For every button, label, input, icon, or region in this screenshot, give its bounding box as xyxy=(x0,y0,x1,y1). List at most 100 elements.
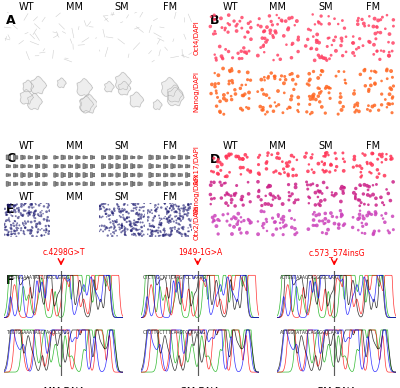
FancyBboxPatch shape xyxy=(159,156,161,159)
Point xyxy=(166,214,172,220)
Point xyxy=(388,153,394,159)
Point xyxy=(310,181,316,187)
Point xyxy=(232,91,239,97)
Point xyxy=(270,57,277,63)
FancyBboxPatch shape xyxy=(38,165,40,168)
Point xyxy=(339,184,345,190)
Point xyxy=(243,82,249,88)
Point xyxy=(340,156,346,162)
Point xyxy=(157,228,164,234)
Point xyxy=(177,222,183,228)
Point xyxy=(385,39,392,45)
Polygon shape xyxy=(168,85,183,102)
FancyBboxPatch shape xyxy=(180,183,182,185)
Point xyxy=(304,109,310,115)
Point xyxy=(166,208,172,215)
Point xyxy=(111,225,117,231)
Point xyxy=(148,207,155,213)
Point xyxy=(237,156,243,162)
FancyBboxPatch shape xyxy=(8,174,10,176)
FancyBboxPatch shape xyxy=(151,173,153,177)
Point xyxy=(208,182,214,188)
Point xyxy=(328,210,334,216)
Point xyxy=(390,40,396,46)
Point xyxy=(156,222,162,228)
Point xyxy=(338,185,344,192)
FancyBboxPatch shape xyxy=(133,174,135,177)
Point xyxy=(35,229,41,235)
Point xyxy=(213,90,220,96)
Point xyxy=(224,155,230,161)
Point xyxy=(340,190,346,196)
Point xyxy=(255,161,262,168)
Text: C: C xyxy=(6,152,15,165)
Point xyxy=(370,182,376,188)
Point xyxy=(108,224,114,230)
Point xyxy=(267,30,274,36)
Point xyxy=(116,206,123,212)
Point xyxy=(385,191,392,197)
Point xyxy=(189,227,196,233)
Point xyxy=(102,208,108,214)
Point xyxy=(222,27,228,33)
Point xyxy=(326,13,332,19)
Point xyxy=(134,210,141,216)
Point xyxy=(319,68,326,74)
FancyBboxPatch shape xyxy=(90,164,92,168)
Point xyxy=(128,227,134,234)
Point xyxy=(277,76,283,83)
Point xyxy=(258,23,264,29)
Text: E: E xyxy=(6,203,14,216)
Point xyxy=(10,203,17,209)
Point xyxy=(2,224,9,230)
Title: SM: SM xyxy=(115,141,129,151)
Point xyxy=(373,181,380,187)
Point xyxy=(326,85,332,91)
FancyBboxPatch shape xyxy=(38,173,40,177)
Point xyxy=(285,171,291,177)
Point xyxy=(130,205,137,211)
Point xyxy=(290,173,296,179)
Point xyxy=(169,199,176,206)
Point xyxy=(287,105,294,111)
FancyBboxPatch shape xyxy=(61,155,63,160)
Point xyxy=(182,204,189,210)
Point xyxy=(36,213,42,219)
Point xyxy=(119,223,125,229)
Point xyxy=(336,221,342,227)
Point xyxy=(379,159,385,165)
Point xyxy=(343,49,349,55)
Point xyxy=(101,204,107,211)
Point xyxy=(261,28,268,34)
Point xyxy=(323,168,330,174)
Point xyxy=(46,223,52,229)
Point xyxy=(350,224,356,230)
Point xyxy=(183,233,189,239)
Point xyxy=(102,227,108,233)
Point xyxy=(350,50,356,56)
Point xyxy=(110,229,116,236)
Point xyxy=(326,169,333,175)
FancyBboxPatch shape xyxy=(166,173,168,177)
Point xyxy=(135,219,142,225)
Point xyxy=(226,78,232,84)
Point xyxy=(244,230,250,236)
FancyBboxPatch shape xyxy=(126,165,128,168)
Point xyxy=(319,230,326,236)
Point xyxy=(105,202,112,208)
Point xyxy=(235,219,241,225)
Point xyxy=(133,233,139,239)
Point xyxy=(213,88,219,94)
Point xyxy=(114,205,121,211)
Point xyxy=(267,191,274,197)
Point xyxy=(268,18,274,24)
Point xyxy=(215,171,222,177)
Point xyxy=(304,81,310,87)
FancyBboxPatch shape xyxy=(156,182,158,186)
Point xyxy=(309,151,316,158)
Title: MM: MM xyxy=(66,192,83,203)
Point xyxy=(353,191,359,197)
Point xyxy=(154,227,160,234)
Point xyxy=(377,56,383,62)
Point xyxy=(248,219,254,225)
